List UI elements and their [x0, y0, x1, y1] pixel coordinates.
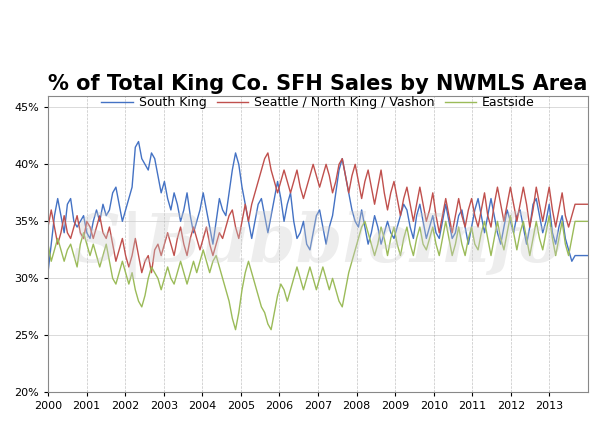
South King — [584, 253, 592, 258]
South King — [203, 208, 210, 213]
Seattle / North King / Vashon — [203, 225, 210, 230]
Eastside — [44, 242, 52, 247]
Eastside — [142, 293, 149, 298]
Eastside — [584, 219, 592, 224]
Seattle / North King / Vashon — [44, 225, 52, 230]
Line: South King: South King — [48, 142, 588, 272]
Seattle / North King / Vashon — [584, 201, 592, 207]
South King — [145, 167, 152, 173]
Seattle / North King / Vashon — [358, 196, 365, 201]
Seattle / North King / Vashon — [264, 150, 271, 156]
Line: Seattle / North King / Vashon: Seattle / North King / Vashon — [48, 153, 588, 272]
Eastside — [365, 230, 372, 235]
Legend: South King, Seattle / North King / Vashon, Eastside: South King, Seattle / North King / Vasho… — [101, 96, 535, 109]
Eastside — [200, 247, 207, 252]
South King — [232, 150, 239, 156]
Seattle / North King / Vashon — [232, 225, 239, 230]
Seattle / North King / Vashon — [138, 270, 145, 275]
Eastside — [355, 236, 362, 241]
South King — [135, 139, 142, 144]
South King — [355, 225, 362, 230]
South King — [478, 213, 485, 218]
Title: % of Total King Co. SFH Sales by NWMLS Area: % of Total King Co. SFH Sales by NWMLS A… — [49, 75, 587, 94]
Text: S|BubbleInfo: S|BubbleInfo — [73, 211, 563, 278]
Line: Eastside: Eastside — [48, 216, 588, 330]
Eastside — [229, 316, 236, 321]
South King — [44, 270, 52, 275]
South King — [365, 242, 372, 247]
Eastside — [232, 327, 239, 332]
Seattle / North King / Vashon — [368, 184, 375, 190]
Eastside — [478, 230, 485, 235]
Seattle / North King / Vashon — [145, 253, 152, 258]
Seattle / North King / Vashon — [481, 190, 488, 195]
Eastside — [507, 213, 514, 218]
